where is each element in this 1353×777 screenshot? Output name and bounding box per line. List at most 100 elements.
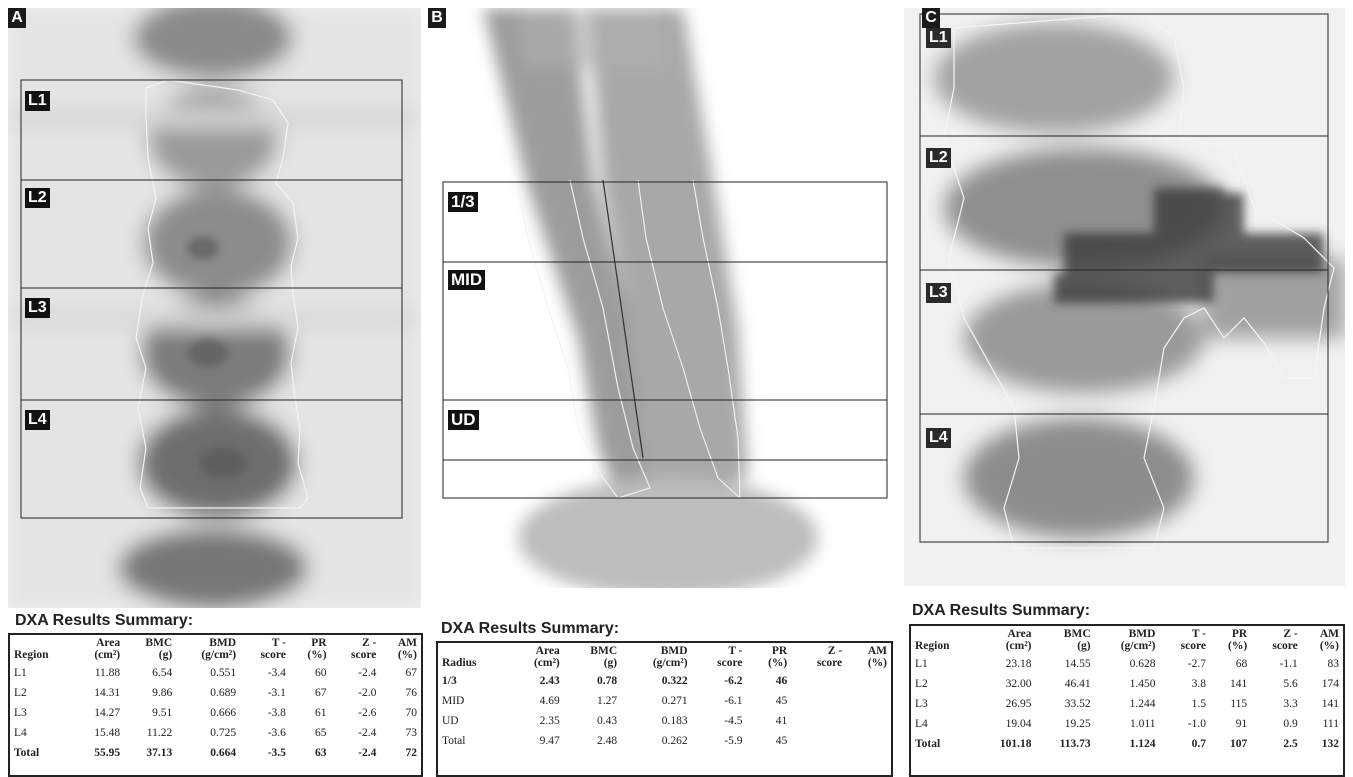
table-row: Total 55.95 37.13 0.664 -3.5 63 -2.4 72 (10, 743, 421, 763)
column-header: Region (911, 626, 975, 654)
spine-scan-image-a (8, 8, 421, 608)
table-cell (791, 731, 846, 751)
roi-label-ud: UD (448, 410, 479, 430)
table-cell: 67 (405, 667, 418, 679)
table-cell: 174 (1321, 678, 1339, 690)
table-cell: 1.5 (1191, 698, 1206, 710)
table-cell: 115 (1230, 698, 1248, 710)
column-header-label: BMC (590, 645, 618, 657)
roi-label-l1: L1 (25, 91, 50, 111)
table-cell: 63 (315, 747, 327, 759)
column-header: BMC (g) (1036, 626, 1095, 654)
column-header-unit: score (717, 657, 743, 669)
column-header-unit: score (260, 649, 286, 661)
table-row: L4 15.48 11.22 0.725 -3.6 65 -2.4 73 (10, 723, 421, 743)
column-header: AM (%) (1302, 626, 1343, 654)
column-header: T - score (240, 635, 290, 663)
column-header: Radius (438, 643, 508, 671)
column-header: BMD (g/cm²) (1095, 626, 1160, 654)
table-cell: 1/3 (442, 675, 457, 687)
roi-label-1-3: 1/3 (448, 192, 478, 212)
column-header-unit: (cm²) (533, 657, 560, 669)
table-row: Total 101.18 113.73 1.124 0.7 107 2.5 132 (911, 734, 1343, 754)
column-header-unit: (g/cm²) (1120, 640, 1156, 652)
table-row: L2 32.00 46.41 1.450 3.8 141 5.6 174 (911, 674, 1343, 694)
summary-table-b: Radius Area (cm²) BMC (g) BMD (g/cm²) T - score P… (436, 641, 893, 777)
table-cell: -1.1 (1279, 658, 1298, 670)
table-cell: Total (915, 738, 941, 750)
panel-tag: B (428, 8, 446, 28)
table-cell: -1.0 (1187, 718, 1206, 730)
table-cell: 2.5 (1283, 738, 1298, 750)
table-cell: 68 (1235, 658, 1248, 670)
table-cell: -3.4 (267, 667, 286, 679)
table-row: MID 4.69 1.27 0.271 -6.1 45 (438, 691, 891, 711)
table-row: L1 11.88 6.54 0.551 -3.4 60 -2.4 67 (10, 663, 421, 683)
table-cell: 0.551 (210, 667, 237, 679)
table-cell: L1 (14, 667, 27, 679)
column-header-label: AM (867, 645, 887, 657)
table-cell: -3.5 (267, 747, 286, 759)
table-cell: 1.450 (1129, 678, 1156, 690)
table-cell: 14.31 (94, 687, 121, 699)
table-cell: 14.27 (94, 707, 121, 719)
column-header-label: PR (771, 645, 788, 657)
table-cell: -6.2 (724, 675, 743, 687)
forearm-scan-image-b (428, 8, 898, 588)
table-cell: 11.88 (94, 667, 121, 679)
column-header: AM (%) (846, 643, 891, 671)
table-cell: 1.244 (1129, 698, 1156, 710)
table-cell (846, 691, 891, 711)
table-cell: -3.1 (267, 687, 286, 699)
table-cell: 72 (405, 747, 418, 759)
table-cell: 0.271 (661, 695, 688, 707)
table-cell: 132 (1321, 738, 1339, 750)
column-header-label: BMC (1063, 628, 1091, 640)
column-header: Region (10, 635, 74, 663)
table-cell: Total (442, 735, 466, 747)
table-cell: 65 (315, 727, 327, 739)
table-cell: 3.8 (1191, 678, 1206, 690)
column-header: T - score (692, 643, 747, 671)
table-cell: 19.25 (1064, 718, 1091, 730)
column-header-unit: score (816, 657, 843, 669)
table-cell: 37.13 (146, 747, 173, 759)
column-header-unit: score (1180, 640, 1206, 652)
column-header-label: BMC (145, 637, 173, 649)
column-header-label: BMD (660, 645, 688, 657)
table-cell: MID (442, 695, 465, 707)
column-header: Area (cm²) (508, 643, 564, 671)
table-header-row: Region Area (cm²) BMC (g) BMD (g/cm²) T - score P… (10, 635, 421, 663)
panel-tag: A (8, 8, 26, 28)
table-cell: -2.0 (358, 687, 377, 699)
column-header-label: PR (311, 637, 327, 649)
radius-edge-outline (637, 179, 741, 500)
column-header-unit: (%) (397, 649, 417, 661)
table-row: L3 14.27 9.51 0.666 -3.8 61 -2.6 70 (10, 703, 421, 723)
table-cell: 0.262 (661, 735, 688, 747)
table-cell: 41 (775, 715, 788, 727)
roi-label-l4: L4 (926, 428, 951, 448)
table-row: L4 19.04 19.25 1.011 -1.0 91 0.9 111 (911, 714, 1343, 734)
table-cell: 107 (1229, 738, 1248, 750)
table-cell: 45 (775, 735, 788, 747)
table-cell: 9.47 (539, 735, 560, 747)
table-cell: 83 (1327, 658, 1340, 670)
column-header-label: Region (14, 649, 49, 661)
column-header-label: AM (1319, 628, 1339, 640)
table-cell: 70 (405, 707, 418, 719)
table-cell: 55.95 (94, 747, 121, 759)
column-header-label: Z - (1283, 628, 1298, 640)
table-cell: 67 (315, 687, 327, 699)
table-cell: 0.664 (210, 747, 237, 759)
table-cell: -6.1 (724, 695, 743, 707)
table-cell: -2.7 (1187, 658, 1206, 670)
table-cell: 0.628 (1129, 658, 1156, 670)
column-header-label: T - (1191, 628, 1206, 640)
table-cell: -2.4 (358, 747, 377, 759)
table-cell: 141 (1229, 678, 1248, 690)
table-cell: 15.48 (94, 727, 121, 739)
roi-box-l4 (919, 413, 1329, 543)
summary-title-a: DXA Results Summary: (15, 612, 194, 629)
table-cell: 2.48 (597, 735, 618, 747)
